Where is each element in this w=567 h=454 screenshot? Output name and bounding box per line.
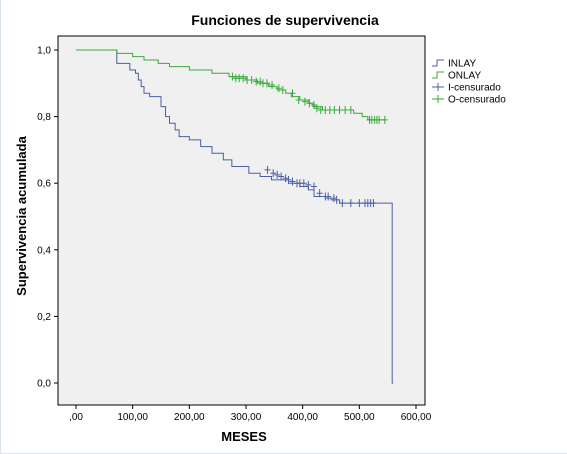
censor-mark-onlay xyxy=(347,105,354,114)
censor-mark-inlay xyxy=(300,179,307,188)
x-tick-label: 300,00 xyxy=(231,412,262,423)
x-tick-label: 500,00 xyxy=(344,412,375,423)
y-axis-label: Supervivencia acumulada xyxy=(14,135,29,295)
x-tick-label: 600,00 xyxy=(401,412,432,423)
x-tick-label: 100,00 xyxy=(117,412,148,423)
y-tick-label: 0,0 xyxy=(37,379,51,390)
censor-mark-onlay xyxy=(311,100,317,109)
legend-swatch-onlay xyxy=(432,71,444,79)
plot-area xyxy=(57,35,426,406)
censor-mark-inlay xyxy=(356,199,363,208)
censor-mark-onlay xyxy=(331,105,338,114)
censor-mark-inlay xyxy=(289,177,296,186)
censor-mark-inlay xyxy=(285,175,292,184)
censor-mark-inlay xyxy=(274,170,281,179)
censor-mark-inlay xyxy=(330,194,337,203)
legend-swatch-i-censurado xyxy=(432,83,444,91)
censor-mark-inlay xyxy=(278,172,285,181)
censor-mark-onlay xyxy=(269,80,276,89)
censor-mark-inlay xyxy=(270,169,277,178)
y-tick-label: 0,2 xyxy=(37,312,51,323)
series-layer xyxy=(76,49,394,384)
x-axis-label: MESES xyxy=(221,429,267,444)
censor-mark-inlay xyxy=(325,192,332,201)
legend-label-onlay: ONLAY xyxy=(448,71,481,82)
censor-mark-onlay xyxy=(381,115,388,124)
censor-mark-inlay xyxy=(347,199,354,208)
censor-mark-inlay xyxy=(311,182,317,191)
censor-mark-onlay xyxy=(279,85,286,94)
legend-label-o-censurado: O-censurado xyxy=(448,95,506,106)
axis-ticks: ,00 100,00 200,00 300,00 400,00 500,00 600,00 0… xyxy=(37,46,432,424)
censor-mark-onlay xyxy=(336,105,343,114)
series-line-onlay xyxy=(76,49,385,121)
y-tick-label: 0,8 xyxy=(37,112,51,123)
x-tick-label: 400,00 xyxy=(287,412,318,423)
censor-mark-inlay xyxy=(370,199,377,208)
censor-mark-onlay xyxy=(240,74,247,83)
legend-label-inlay: INLAY xyxy=(448,59,476,70)
y-tick-label: 1,0 xyxy=(37,46,51,57)
censor-mark-onlay xyxy=(275,84,282,93)
censor-mark-onlay xyxy=(263,79,270,88)
censor-mark-onlay xyxy=(376,115,383,124)
chart-title: Funciones de supervivencia xyxy=(191,12,379,28)
censor-mark-inlay xyxy=(333,195,340,204)
censor-mark-inlay xyxy=(339,199,346,208)
x-tick-label: 200,00 xyxy=(174,412,205,423)
series-line-inlay xyxy=(76,49,394,384)
x-tick-label: ,00 xyxy=(69,412,83,423)
censor-mark-inlay xyxy=(282,174,289,183)
censor-mark-inlay xyxy=(305,180,312,189)
censor-mark-onlay xyxy=(248,75,255,84)
legend-swatch-inlay xyxy=(432,59,444,67)
censor-mark-onlay xyxy=(289,89,296,98)
censor-mark-onlay xyxy=(301,97,308,106)
censor-mark-onlay xyxy=(313,104,320,113)
censor-mark-inlay xyxy=(264,165,271,174)
y-tick-label: 0,4 xyxy=(37,245,51,256)
censor-mark-onlay xyxy=(257,77,264,86)
censor-mark-onlay xyxy=(342,105,349,114)
censor-mark-onlay xyxy=(306,99,313,108)
censor-mark-onlay xyxy=(295,95,302,104)
legend-swatch-o-censurado xyxy=(432,95,444,103)
censor-mark-inlay xyxy=(316,189,323,198)
y-tick-label: 0,6 xyxy=(37,179,51,190)
legend-label-i-censurado: I-censurado xyxy=(448,83,501,94)
censor-mark-onlay xyxy=(229,72,236,81)
